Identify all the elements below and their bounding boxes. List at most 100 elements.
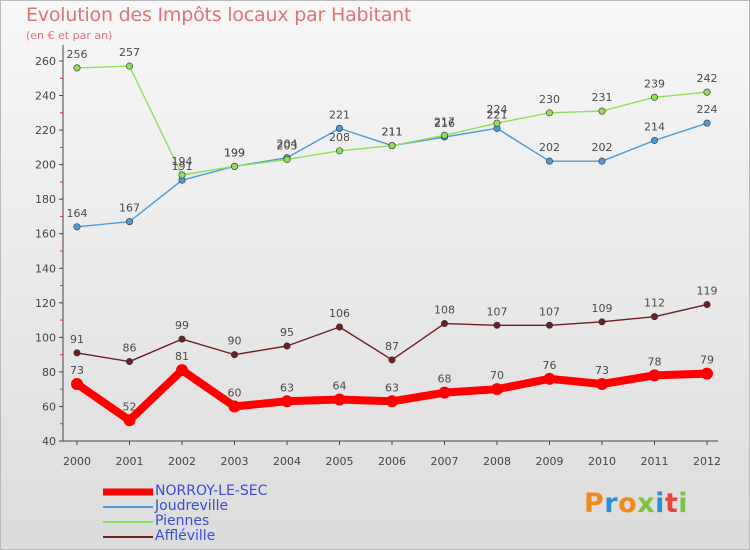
- data-label: 202: [592, 141, 613, 154]
- data-label: 107: [539, 305, 560, 318]
- data-point: [598, 318, 606, 326]
- logo-letter: r: [604, 488, 619, 519]
- data-point: [283, 155, 291, 163]
- data-point: [283, 342, 291, 350]
- data-label: 112: [644, 297, 665, 310]
- x-tick-label: 2006: [378, 455, 406, 468]
- y-tick-label: 240: [35, 90, 56, 103]
- logo-letter: P: [584, 488, 605, 519]
- data-label: 231: [592, 91, 613, 104]
- y-tick-label: 80: [42, 366, 56, 379]
- series-line-0: [73, 366, 711, 425]
- series-line-3: [76, 303, 708, 363]
- data-label: 86: [123, 342, 137, 355]
- data-point: [650, 93, 658, 101]
- data-label: 70: [490, 369, 504, 382]
- data-point: [281, 395, 293, 408]
- data-label: 211: [382, 126, 403, 139]
- data-point: [493, 321, 501, 329]
- data-label: 214: [644, 120, 665, 133]
- data-point: [545, 157, 553, 165]
- data-point: [701, 367, 713, 380]
- data-label: 76: [543, 359, 557, 372]
- data-point: [335, 124, 343, 132]
- data-label: 239: [644, 77, 665, 90]
- data-point: [178, 171, 186, 179]
- data-point: [126, 358, 134, 366]
- data-point: [650, 313, 658, 321]
- data-point: [73, 223, 81, 231]
- data-label: 63: [385, 381, 399, 394]
- data-point: [545, 321, 553, 329]
- data-label: 191: [172, 160, 193, 173]
- data-label: 164: [67, 207, 88, 220]
- data-label: 230: [539, 93, 560, 106]
- data-point: [388, 142, 396, 150]
- data-point: [71, 378, 83, 390]
- data-point: [231, 351, 239, 359]
- y-tick-label: 100: [35, 331, 56, 344]
- data-point: [335, 147, 343, 155]
- data-label: 256: [67, 48, 88, 61]
- data-label: 221: [487, 108, 508, 121]
- logo-letter: t: [664, 488, 679, 519]
- data-label: 73: [595, 364, 609, 377]
- x-tick-label: 2007: [431, 455, 459, 468]
- data-label: 90: [228, 335, 242, 348]
- x-tick-label: 2004: [273, 455, 301, 468]
- data-label: 194: [172, 155, 193, 168]
- data-point: [73, 64, 81, 72]
- data-label: 221: [329, 108, 350, 121]
- y-tick-label: 120: [35, 297, 56, 310]
- y-tick-label: 200: [35, 159, 56, 172]
- legend-swatch-affleville: [103, 536, 153, 538]
- x-tick-label: 2008: [483, 455, 511, 468]
- data-point: [126, 62, 134, 70]
- data-point: [123, 414, 136, 427]
- data-point: [493, 119, 501, 127]
- data-label: 216: [434, 117, 455, 130]
- data-point: [386, 395, 398, 408]
- data-label: 211: [382, 126, 403, 139]
- x-tick-label: 2003: [221, 455, 249, 468]
- data-label: 79: [700, 354, 714, 367]
- data-label: 60: [228, 386, 242, 399]
- data-label: 224: [697, 103, 718, 116]
- logo-letter: o: [618, 488, 638, 519]
- y-tick-label: 40: [42, 435, 56, 448]
- data-point: [598, 157, 606, 165]
- data-point: [438, 386, 451, 399]
- data-point: [650, 136, 658, 144]
- data-point: [648, 369, 661, 382]
- x-tick-label: 2011: [641, 455, 669, 468]
- y-tick-label: 220: [35, 124, 56, 137]
- data-label: 217: [434, 115, 455, 128]
- data-point: [335, 323, 343, 331]
- data-label: 64: [333, 380, 347, 393]
- x-tick-label: 2001: [116, 455, 144, 468]
- data-point: [703, 301, 711, 309]
- data-label: 108: [434, 304, 455, 317]
- data-label: 68: [438, 373, 452, 386]
- data-label: 208: [329, 131, 350, 144]
- data-label: 242: [697, 72, 718, 85]
- data-point: [126, 218, 134, 226]
- data-point: [440, 131, 448, 139]
- data-label: 199: [224, 146, 245, 159]
- data-point: [598, 107, 606, 115]
- data-label: 73: [70, 364, 84, 377]
- data-label: 91: [70, 333, 84, 346]
- legend-swatch-piennes: [103, 521, 153, 523]
- data-label: 106: [329, 307, 350, 320]
- data-label: 95: [280, 326, 294, 339]
- y-tick-label: 180: [35, 193, 56, 206]
- data-point: [703, 88, 711, 96]
- x-tick-label: 2000: [63, 455, 91, 468]
- data-label: 107: [487, 305, 508, 318]
- legend-label-joudreville: Joudreville: [155, 498, 229, 514]
- data-point: [491, 383, 503, 396]
- data-label: 167: [119, 202, 140, 215]
- data-point: [333, 393, 346, 406]
- legend-label-affleville: Affléville: [155, 528, 216, 544]
